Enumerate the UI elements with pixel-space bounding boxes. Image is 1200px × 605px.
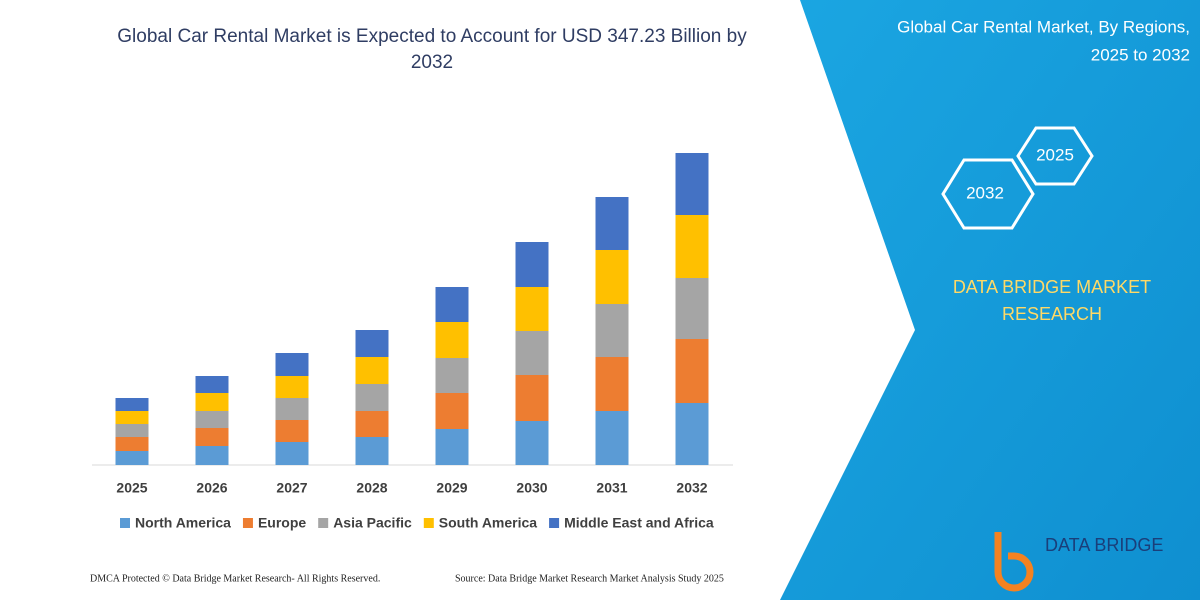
- legend-label: Asia Pacific: [333, 515, 412, 531]
- legend-label: Middle East and Africa: [564, 515, 714, 531]
- bar-segment: [355, 357, 389, 384]
- bar-segment: [515, 287, 549, 331]
- bar-segment: [355, 384, 389, 411]
- bar-segment: [515, 421, 549, 465]
- bar-segment: [675, 403, 709, 465]
- bar-segment: [195, 411, 229, 428]
- bar-segment: [595, 250, 629, 304]
- footer-text: DMCA Protected © Data Bridge Market Rese…: [90, 573, 380, 584]
- x-tick-label: 2030: [516, 480, 547, 496]
- bar-segment: [355, 330, 389, 357]
- bar-segment: [355, 437, 389, 465]
- panel-title: Global Car Rental Market, By Regions,: [897, 17, 1190, 36]
- bar-segment: [675, 339, 709, 403]
- hexagon-label: 2032: [966, 183, 1004, 202]
- bar-segment: [195, 376, 229, 393]
- x-tick-label: 2027: [276, 480, 307, 496]
- bar-segment: [275, 376, 309, 398]
- bar-segment: [435, 287, 469, 322]
- bar-segment: [275, 398, 309, 420]
- panel-title: 2025 to 2032: [1091, 45, 1190, 64]
- hexagon-label: 2025: [1036, 145, 1074, 164]
- chart-title: Global Car Rental Market is Expected to …: [117, 26, 747, 73]
- bar-segment: [435, 393, 469, 429]
- side-panel: [780, 0, 1200, 600]
- bar-segment: [275, 420, 309, 442]
- bar-segment: [675, 278, 709, 339]
- legend-swatch: [549, 518, 560, 528]
- bar-segment: [675, 215, 709, 278]
- bar-segment: [675, 153, 709, 215]
- bar-segment: [195, 393, 229, 411]
- logo-text: DATA BRIDGE: [1045, 535, 1163, 555]
- legend-swatch: [242, 518, 253, 528]
- bar-segment: [435, 358, 469, 393]
- legend-label: Europe: [258, 515, 306, 531]
- bar-segment: [515, 331, 549, 375]
- bar-segment: [275, 442, 309, 465]
- x-tick-label: 2028: [356, 480, 387, 496]
- bar-segment: [515, 242, 549, 287]
- bar-segment: [115, 398, 149, 411]
- x-tick-label: 2026: [196, 480, 227, 496]
- bar-segment: [195, 428, 229, 446]
- legend-swatch: [318, 518, 329, 528]
- plot: 2025 2026 2027 2028 2029 2030 2031 2032 North Am…: [115, 153, 714, 531]
- legend-swatch: [423, 518, 434, 528]
- legend-label: North America: [135, 515, 231, 531]
- bar-segment: [435, 429, 469, 465]
- bar-segment: [595, 411, 629, 465]
- bar-segment: [595, 357, 629, 411]
- x-tick-label: 2031: [596, 480, 627, 496]
- logo-mark: [994, 532, 1034, 592]
- legend-label: South America: [439, 515, 537, 531]
- hexagon: [941, 158, 1035, 230]
- legend-swatch: [120, 518, 130, 528]
- bar-segment: [515, 375, 549, 421]
- x-tick-label: 2032: [676, 480, 707, 496]
- bar-segment: [115, 437, 149, 451]
- brand-text: RESEARCH: [1002, 304, 1102, 324]
- x-tick-label: 2025: [116, 480, 147, 496]
- title-line: Global Car Rental Market is Expected to …: [117, 26, 747, 47]
- footer-text: Source: Data Bridge Market Research Mark…: [455, 573, 724, 584]
- bar-segment: [595, 304, 629, 357]
- bar-segment: [355, 411, 389, 437]
- bar-segment: [435, 322, 469, 358]
- bar-segment: [115, 451, 149, 465]
- x-tick-label: 2029: [436, 480, 467, 496]
- bar-segment: [195, 446, 229, 465]
- bar-segment: [275, 353, 309, 376]
- brand-text: DATA BRIDGE MARKET: [953, 277, 1151, 297]
- bar-segment: [115, 424, 149, 437]
- chart-title: Global Car Rental Market is Expected to …: [117, 26, 747, 73]
- hexagon: [1016, 126, 1094, 186]
- bar-segment: [595, 197, 629, 250]
- title-line: 2032: [411, 52, 453, 73]
- bar-segment: [115, 411, 149, 424]
